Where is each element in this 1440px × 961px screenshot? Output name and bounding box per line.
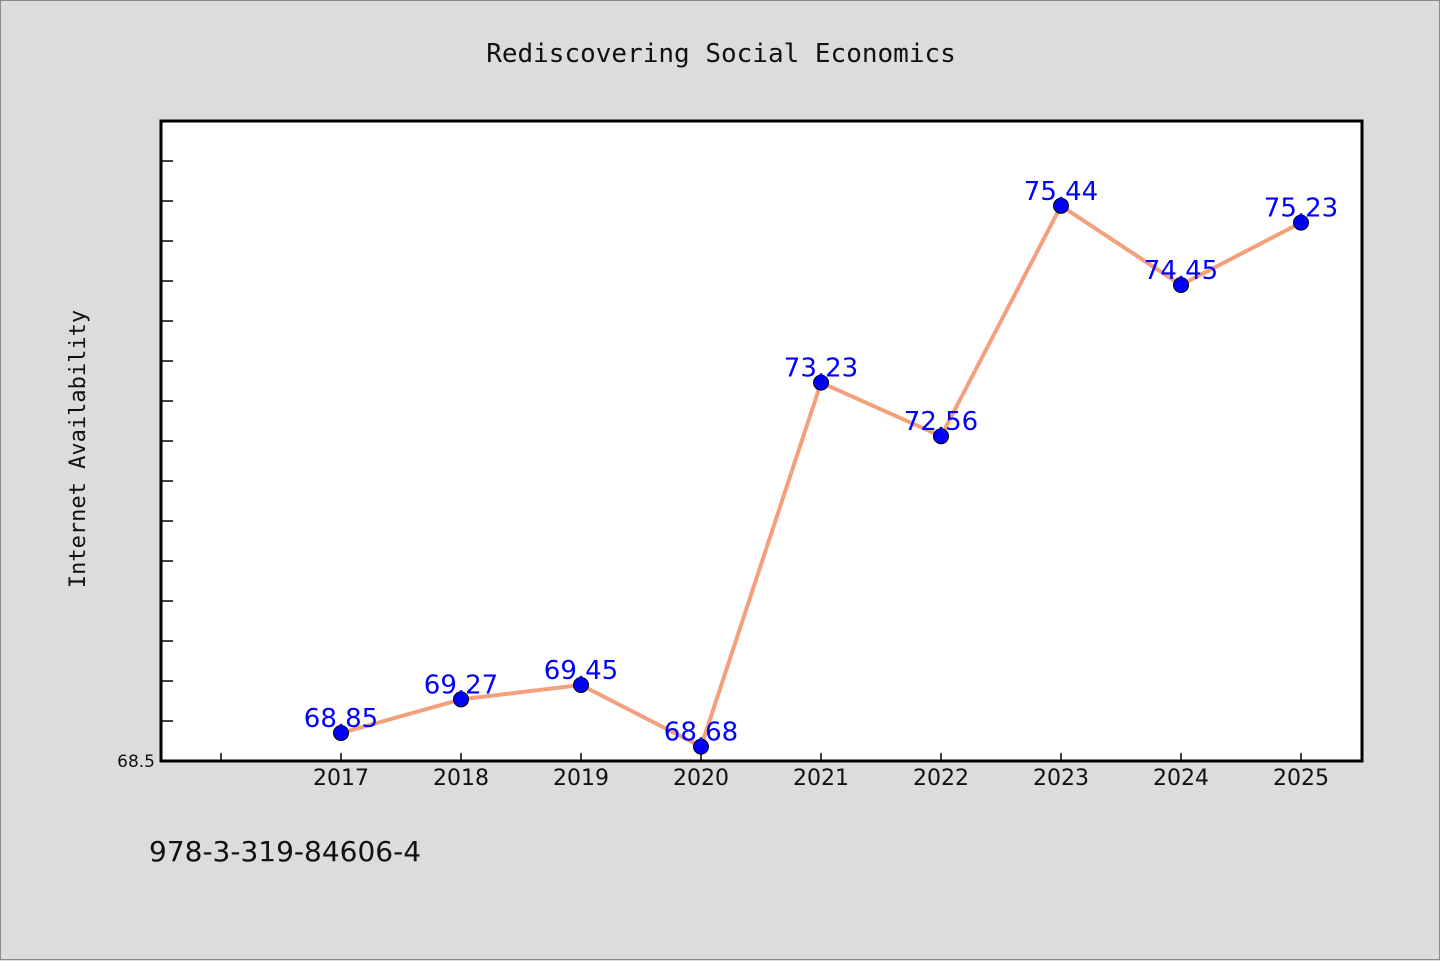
data-point [1173,277,1189,293]
data-label: 68.68 [664,718,738,748]
data-point [453,691,469,708]
x-tick-label: 2023 [1033,766,1089,791]
data-point [813,374,829,391]
plot-area [159,119,1364,763]
series-layer: 68.85 69.27 69.45 68.68 73.23 72.56 75.44 74.45… [304,177,1338,755]
data-point [1053,197,1069,214]
data-point [333,725,349,741]
x-tick-label: 2017 [313,766,369,791]
x-tick-label: 2018 [433,766,489,791]
isbn-text: 978-3-319-84606-4 [149,835,422,868]
data-point [693,738,709,755]
data-label: 75.44 [1024,177,1098,207]
y-axis-label: Internet Availability [66,310,91,588]
x-tick-label: 2019 [553,766,609,791]
y-axis-ticks: 68.5 [117,120,173,772]
x-tick-label: 2021 [793,766,849,791]
chart-title: Rediscovering Social Economics [486,39,956,69]
data-label: 74.45 [1144,256,1218,286]
x-tick-label: 2025 [1273,766,1329,791]
x-tick-label: 2022 [913,766,969,791]
data-label: 75.23 [1264,194,1338,224]
x-tick-label: 2024 [1153,766,1209,791]
data-point [933,428,949,445]
data-point [573,677,589,693]
data-label: 68.85 [304,704,378,734]
x-tick-label: 2020 [673,766,729,791]
data-point [1293,214,1309,231]
data-label: 69.27 [424,670,498,700]
x-axis-ticks: 2017 2018 2019 2020 2021 2022 2023 2024 2025 [220,753,1329,791]
data-label: 72.56 [904,407,978,437]
data-label: 73.23 [784,354,858,384]
y-tick-label: 68.5 [117,752,155,772]
data-label: 69.45 [544,656,618,686]
